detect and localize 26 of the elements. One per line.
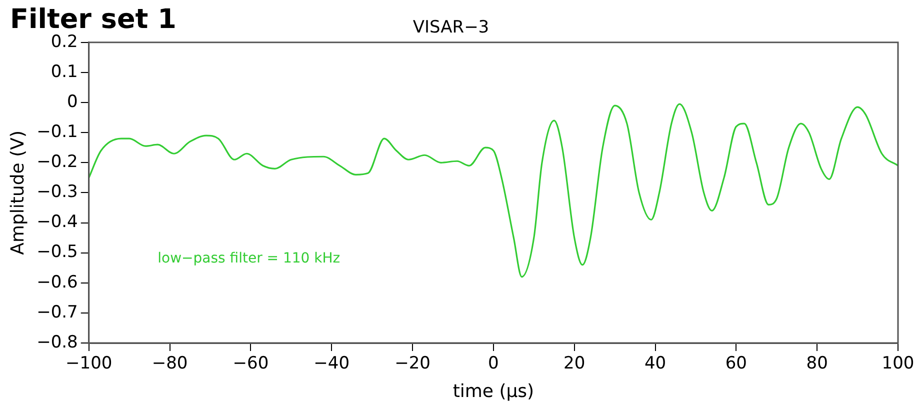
x-tick-label: −80: [152, 354, 188, 374]
x-tick-label: −100: [66, 354, 112, 374]
x-tick-label: 40: [644, 354, 666, 374]
x-tick-label: −40: [314, 354, 350, 374]
y-tick-label: 0.1: [50, 62, 78, 82]
y-tick-label: −0.7: [36, 302, 78, 322]
x-tick-label: 100: [882, 354, 914, 374]
x-tick-label: 60: [725, 354, 747, 374]
y-tick-label: −0.1: [36, 122, 78, 142]
y-tick-label: 0: [67, 92, 78, 112]
line-series: [88, 103, 898, 278]
y-tick-label: −0.6: [36, 272, 78, 292]
y-tick-label: −0.2: [36, 152, 78, 172]
x-tick-label: −20: [394, 354, 430, 374]
y-tick-label: −0.5: [36, 242, 78, 262]
x-tick-label: 20: [564, 354, 586, 374]
x-tick-label: −60: [232, 354, 269, 374]
x-tick-label: 0: [488, 354, 499, 374]
chart-subtitle: VISAR−3: [412, 18, 490, 38]
y-axis-title: Amplitude (V): [7, 130, 28, 255]
x-axis-title: time (μs): [452, 380, 534, 402]
y-tick-label: −0.8: [36, 332, 78, 352]
y-tick-label: −0.4: [36, 212, 78, 232]
x-tick-label: 80: [806, 354, 828, 374]
y-tick-label: −0.3: [36, 182, 78, 202]
annotation: low−pass filter = 110 kHz: [158, 250, 340, 266]
